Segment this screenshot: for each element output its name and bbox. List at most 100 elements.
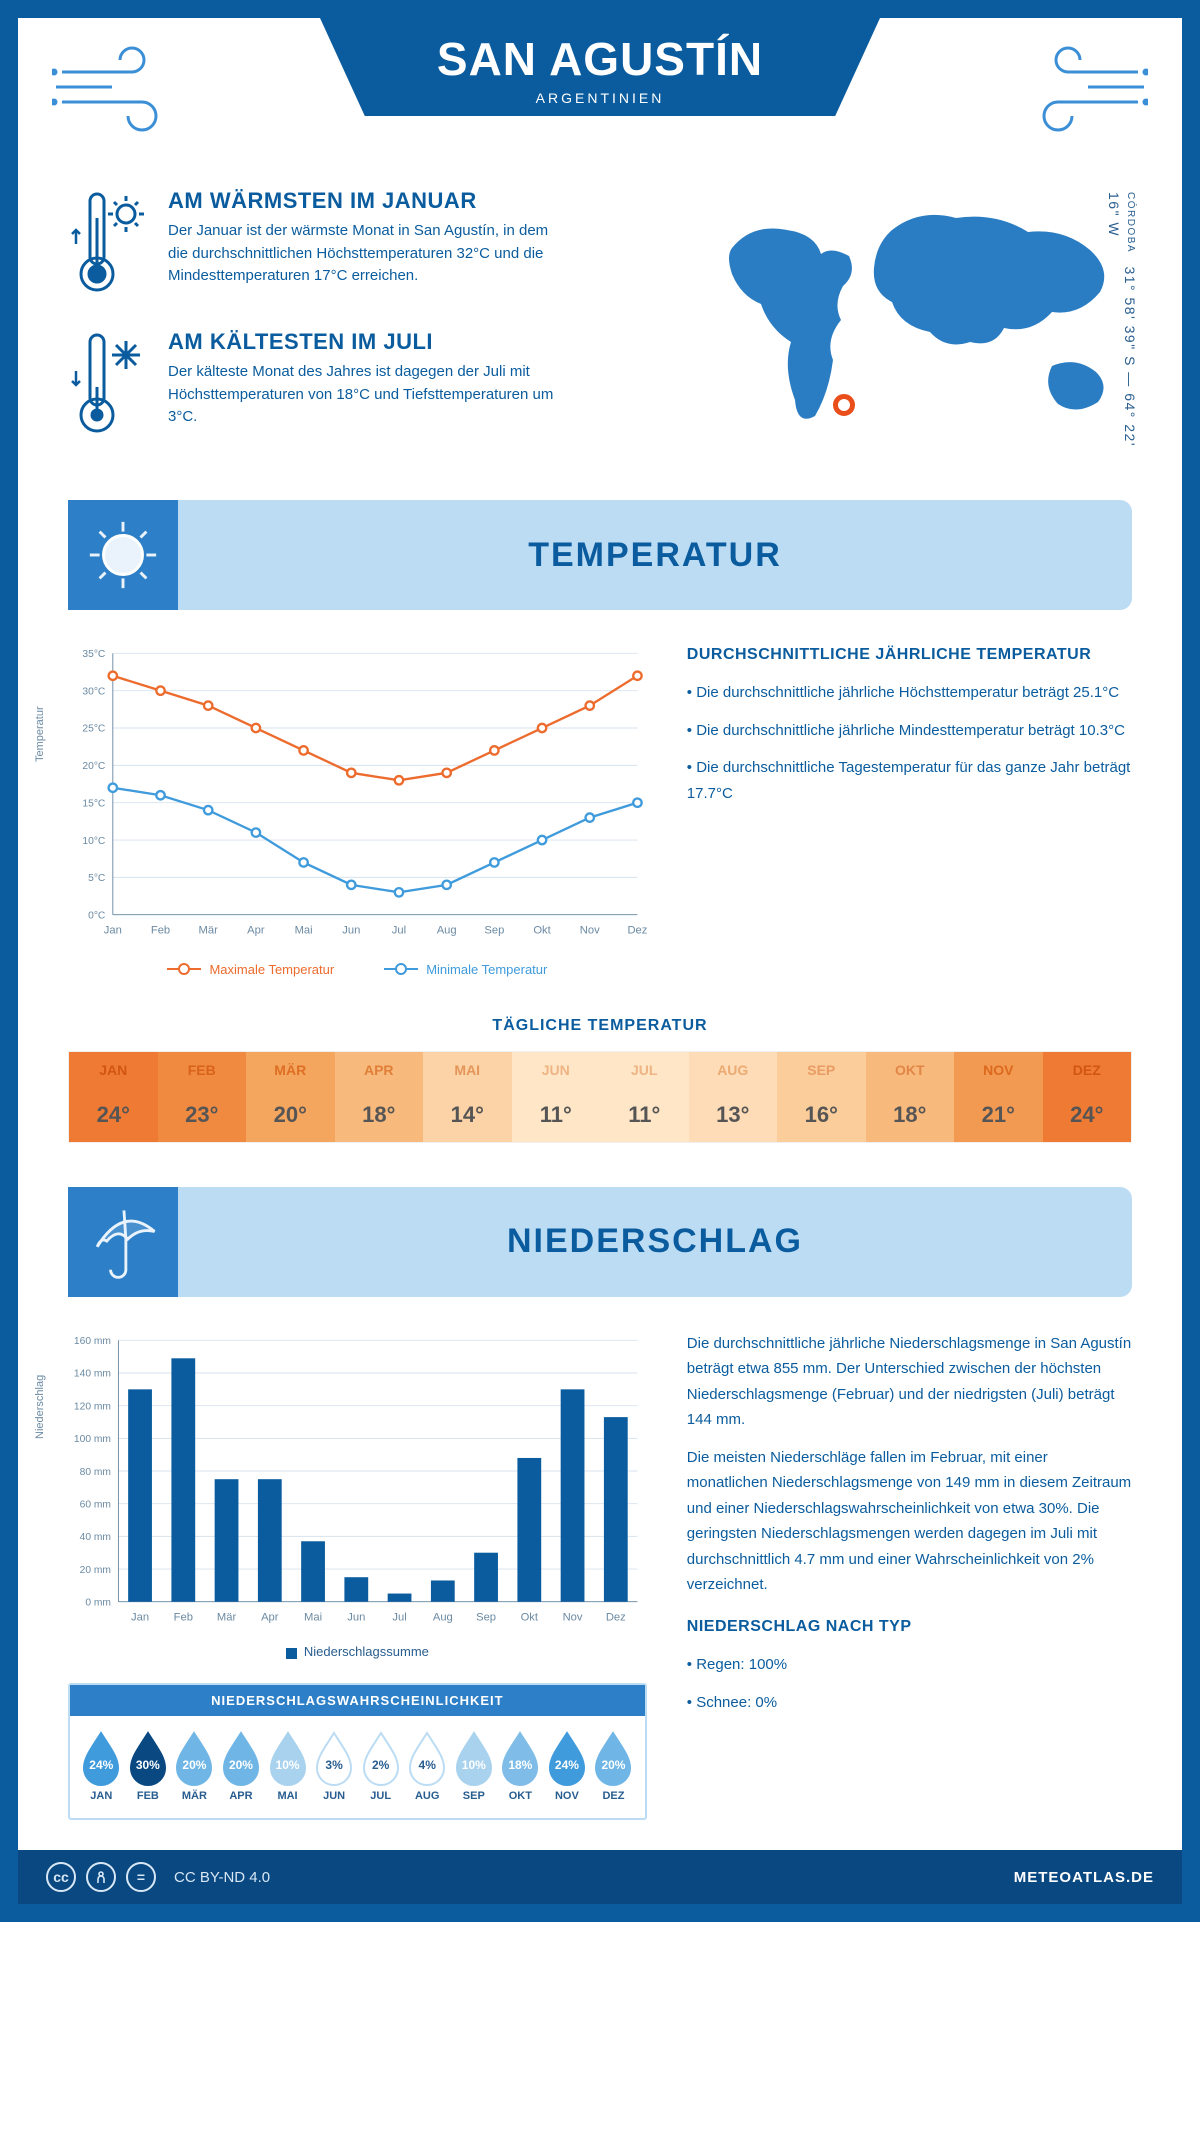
svg-text:Dez: Dez: [627, 924, 646, 936]
svg-text:Aug: Aug: [437, 924, 457, 936]
annual-bullet: • Die durchschnittliche Tagestemperatur …: [687, 755, 1132, 806]
svg-text:Okt: Okt: [533, 924, 551, 936]
svg-text:Jul: Jul: [392, 924, 406, 936]
heat-cell: DEZ 24°: [1043, 1052, 1132, 1142]
raindrop-icon: 10%: [265, 1730, 311, 1786]
by-icon: [86, 1862, 116, 1892]
svg-text:140 mm: 140 mm: [74, 1368, 111, 1379]
cc-icon: cc: [46, 1862, 76, 1892]
annual-bullet: • Die durchschnittliche jährliche Höchst…: [687, 680, 1132, 706]
svg-text:Aug: Aug: [433, 1611, 453, 1623]
svg-text:Nov: Nov: [580, 924, 600, 936]
svg-text:Jun: Jun: [342, 924, 360, 936]
svg-text:Jan: Jan: [131, 1611, 149, 1623]
title-banner: SAN AGUSTÍN ARGENTINIEN: [320, 18, 880, 116]
temperature-title: TEMPERATUR: [178, 536, 1132, 575]
fact-warm-title: AM WÄRMSTEN IM JANUAR: [168, 188, 568, 214]
world-map: CÓRDOBA 31° 58' 39" S — 64° 22' 16" W: [692, 188, 1132, 470]
raindrop-icon: 24%: [78, 1730, 124, 1786]
raindrop-icon: 30%: [125, 1730, 171, 1786]
svg-text:Jan: Jan: [104, 924, 122, 936]
raindrop-icon: 4%: [404, 1730, 450, 1786]
svg-text:Mai: Mai: [304, 1611, 322, 1623]
temperature-legend: Maximale Temperatur Minimale Temperatur: [68, 962, 647, 977]
svg-text:120 mm: 120 mm: [74, 1401, 111, 1412]
location-marker-icon: [833, 394, 855, 416]
legend-item: Maximale Temperatur: [167, 962, 334, 977]
sun-icon: [68, 500, 178, 610]
precip-prob-cell: 24% JAN: [78, 1730, 125, 1802]
svg-text:160 mm: 160 mm: [74, 1336, 111, 1347]
heat-cell: MAI 14°: [423, 1052, 512, 1142]
precip-type-line: • Schnee: 0%: [687, 1690, 1132, 1716]
daily-temp-heatbar: JAN 24°FEB 23°MÄR 20°APR 18°MAI 14°JUN 1…: [68, 1051, 1132, 1143]
fact-warmest: AM WÄRMSTEN IM JANUAR Der Januar ist der…: [68, 188, 662, 303]
precip-prob-cell: 3% JUN: [311, 1730, 358, 1802]
heat-cell: JAN 24°: [69, 1052, 158, 1142]
svg-text:20°C: 20°C: [82, 761, 106, 772]
heat-cell: JUN 11°: [512, 1052, 601, 1142]
nd-icon: =: [126, 1862, 156, 1892]
svg-text:15°C: 15°C: [82, 798, 106, 809]
svg-text:Nov: Nov: [563, 1611, 583, 1623]
svg-text:20 mm: 20 mm: [80, 1564, 111, 1575]
coordinates-text: CÓRDOBA 31° 58' 39" S — 64° 22' 16" W: [1106, 192, 1138, 470]
svg-text:25°C: 25°C: [82, 724, 106, 735]
temperature-banner: TEMPERATUR: [68, 500, 1132, 610]
heat-cell: NOV 21°: [954, 1052, 1043, 1142]
precip-banner: NIEDERSCHLAG: [68, 1187, 1132, 1297]
daily-temp-title: TÄGLICHE TEMPERATUR: [18, 1017, 1182, 1035]
svg-text:35°C: 35°C: [82, 649, 106, 660]
svg-text:Apr: Apr: [261, 1611, 279, 1623]
svg-text:0 mm: 0 mm: [85, 1597, 111, 1608]
license-text: CC BY-ND 4.0: [174, 1869, 270, 1886]
precip-bar-chart: Niederschlag 0 mm20 mm40 mm60 mm80 mm100…: [68, 1331, 647, 1635]
svg-text:Okt: Okt: [521, 1611, 539, 1623]
raindrop-icon: 20%: [171, 1730, 217, 1786]
heat-cell: APR 18°: [335, 1052, 424, 1142]
svg-text:Sep: Sep: [484, 924, 504, 936]
svg-text:Feb: Feb: [174, 1611, 193, 1623]
precip-title: NIEDERSCHLAG: [178, 1222, 1132, 1261]
heat-cell: FEB 23°: [158, 1052, 247, 1142]
header: SAN AGUSTÍN ARGENTINIEN: [18, 18, 1182, 178]
precip-paragraph-2: Die meisten Niederschläge fallen im Febr…: [687, 1445, 1132, 1598]
precip-type-title: NIEDERSCHLAG NACH TYP: [687, 1616, 1132, 1638]
svg-text:Mai: Mai: [295, 924, 313, 936]
city-title: SAN AGUSTÍN: [340, 32, 860, 86]
heat-cell: MÄR 20°: [246, 1052, 335, 1142]
raindrop-icon: 20%: [218, 1730, 264, 1786]
umbrella-icon: [68, 1187, 178, 1297]
svg-text:Feb: Feb: [151, 924, 170, 936]
fact-coldest: AM KÄLTESTEN IM JULI Der kälteste Monat …: [68, 329, 662, 444]
footer: cc = CC BY-ND 4.0 METEOATLAS.DE: [18, 1850, 1182, 1904]
svg-text:Apr: Apr: [247, 924, 265, 936]
thermometer-cold-icon: [68, 329, 148, 444]
thermometer-hot-icon: [68, 188, 148, 303]
raindrop-icon: 20%: [590, 1730, 636, 1786]
svg-text:40 mm: 40 mm: [80, 1532, 111, 1543]
legend-item: Minimale Temperatur: [384, 962, 547, 977]
fact-cold-text: Der kälteste Monat des Jahres ist dagege…: [168, 361, 568, 429]
raindrop-icon: 2%: [358, 1730, 404, 1786]
precip-prob-cell: 4% AUG: [404, 1730, 451, 1802]
svg-text:Sep: Sep: [476, 1611, 496, 1623]
fact-cold-title: AM KÄLTESTEN IM JULI: [168, 329, 568, 355]
annual-bullet: • Die durchschnittliche jährliche Mindes…: [687, 718, 1132, 744]
precip-probability-box: NIEDERSCHLAGSWAHRSCHEINLICHKEIT 24% JAN …: [68, 1683, 647, 1820]
precip-legend: Niederschlagssumme: [68, 1644, 647, 1659]
raindrop-icon: 18%: [497, 1730, 543, 1786]
fact-warm-text: Der Januar ist der wärmste Monat in San …: [168, 220, 568, 288]
raindrop-icon: 3%: [311, 1730, 357, 1786]
svg-text:Dez: Dez: [606, 1611, 626, 1623]
svg-text:10°C: 10°C: [82, 836, 106, 847]
precip-prob-cell: 20% MÄR: [171, 1730, 218, 1802]
heat-cell: OKT 18°: [866, 1052, 955, 1142]
svg-text:30°C: 30°C: [82, 686, 106, 697]
precip-prob-cell: 30% FEB: [125, 1730, 172, 1802]
svg-text:Jul: Jul: [392, 1611, 406, 1623]
precip-paragraph-1: Die durchschnittliche jährliche Niedersc…: [687, 1331, 1132, 1433]
svg-text:60 mm: 60 mm: [80, 1499, 111, 1510]
precip-type-line: • Regen: 100%: [687, 1652, 1132, 1678]
svg-text:80 mm: 80 mm: [80, 1466, 111, 1477]
